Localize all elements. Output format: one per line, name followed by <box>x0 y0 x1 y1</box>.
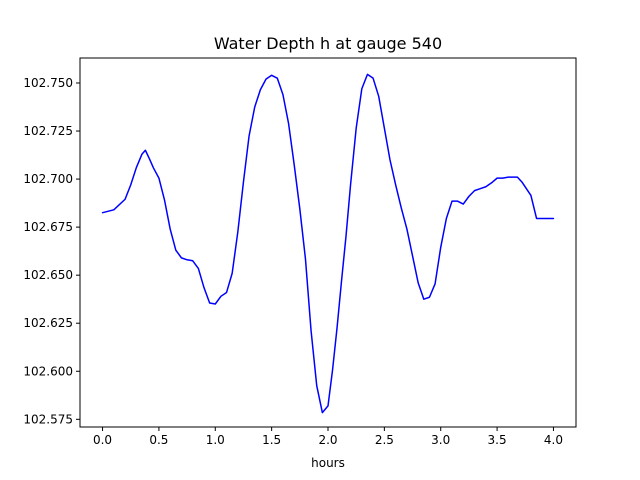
x-axis-label: hours <box>311 456 345 470</box>
x-tick-label: 3.5 <box>488 433 507 447</box>
x-tick-label: 0.5 <box>149 433 168 447</box>
y-axis: 102.575 102.600 102.625 102.650 102.675 102.7… <box>23 76 80 426</box>
y-tick-label: 102.750 <box>23 76 73 90</box>
y-tick-label: 102.700 <box>23 172 73 186</box>
x-tick-label: 2.0 <box>318 433 337 447</box>
x-tick-label: 1.0 <box>206 433 225 447</box>
y-tick-label: 102.575 <box>23 412 73 426</box>
x-tick-label: 0.0 <box>93 433 112 447</box>
y-tick-label: 102.725 <box>23 124 73 138</box>
x-tick-label: 4.0 <box>544 433 563 447</box>
y-tick-label: 102.650 <box>23 268 73 282</box>
x-tick-label: 1.5 <box>262 433 281 447</box>
y-tick-label: 102.600 <box>23 364 73 378</box>
x-axis: 0.0 0.5 1.0 1.5 2.0 2.5 3.0 3.5 4.0 <box>93 427 563 447</box>
x-tick-label: 2.5 <box>375 433 394 447</box>
y-tick-label: 102.625 <box>23 316 73 330</box>
chart-title: Water Depth h at gauge 540 <box>214 34 442 53</box>
series-line-0 <box>101 73 555 414</box>
y-tick-label: 102.675 <box>23 220 73 234</box>
x-tick-label: 3.0 <box>431 433 450 447</box>
